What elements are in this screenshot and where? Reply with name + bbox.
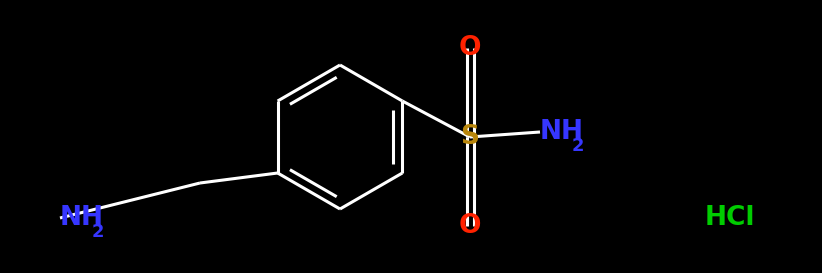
Text: HCl: HCl [704, 205, 755, 231]
Text: NH: NH [540, 119, 584, 145]
Text: O: O [459, 35, 481, 61]
Text: 2: 2 [92, 223, 104, 241]
Text: S: S [460, 124, 479, 150]
Text: 2: 2 [572, 137, 584, 155]
Text: NH: NH [60, 205, 104, 231]
Text: O: O [459, 213, 481, 239]
